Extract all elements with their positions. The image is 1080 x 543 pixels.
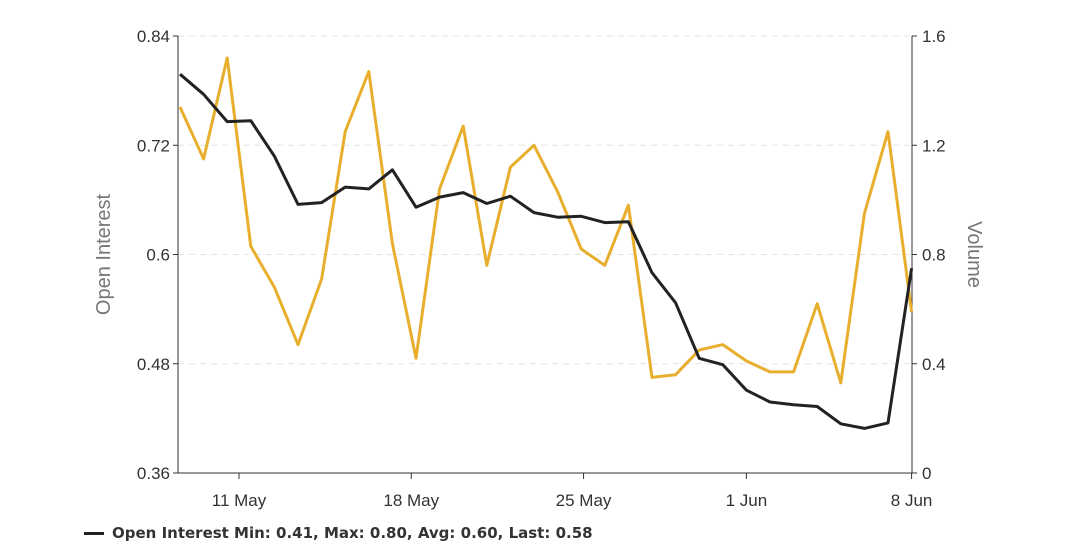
x-tick-label: 11 May [212,491,267,510]
series-line-volume [178,56,914,385]
y2-tick-label: 0.8 [922,246,946,265]
legend-text: Open Interest Min: 0.41, Max: 0.80, Avg:… [112,524,593,542]
y2-axis-label: Volume [963,221,985,288]
legend: Open Interest Min: 0.41, Max: 0.80, Avg:… [84,524,593,542]
y-axis-label: Open Interest [93,193,115,315]
x-tick-label: 8 Jun [891,491,933,510]
y2-tick-label: 1.2 [922,136,946,155]
x-tick-label: 1 Jun [726,491,768,510]
y-tick-label: 0.48 [137,355,170,374]
series-line-open-interest [179,73,914,430]
y2-tick-label: 1.6 [922,27,946,46]
x-tick-label: 25 May [556,491,612,510]
y-tick-label: 0.36 [137,464,170,483]
y-tick-label: 0.72 [137,136,170,155]
y-tick-label: 0.6 [146,246,170,265]
y2-tick-label: 0.4 [922,355,946,374]
legend-swatch-open-interest [84,531,104,535]
y2-tick-label: 0 [922,464,931,483]
y-tick-label: 0.84 [137,27,170,46]
x-tick-label: 18 May [383,491,439,510]
